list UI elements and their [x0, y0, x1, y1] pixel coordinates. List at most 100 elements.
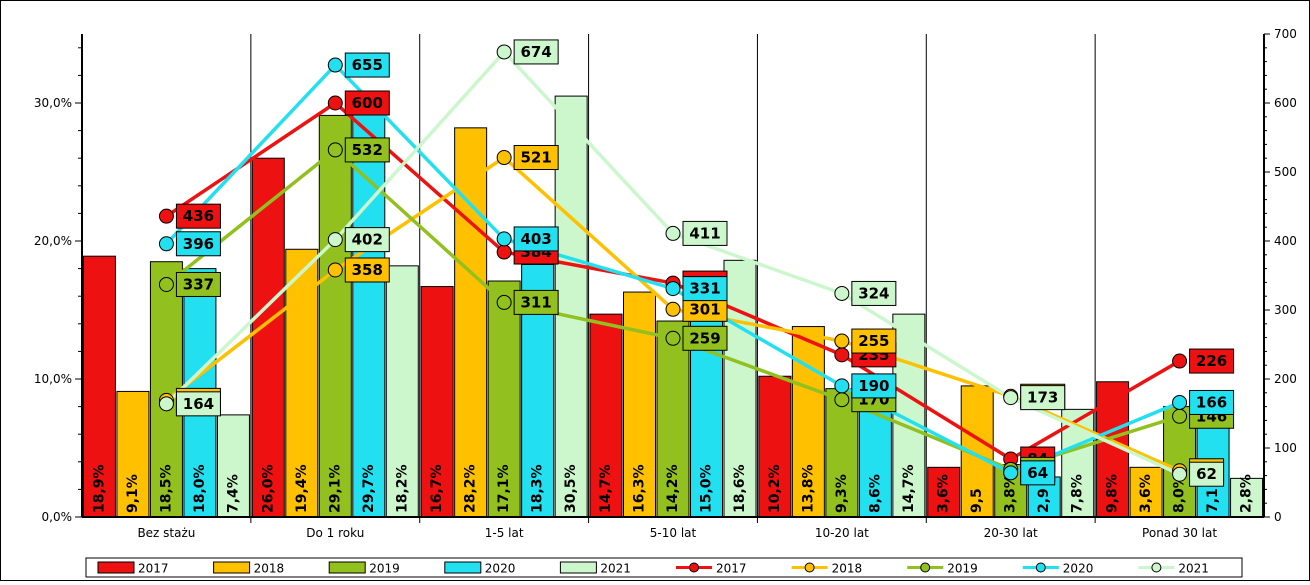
line-value-label: 337	[183, 275, 214, 293]
y-left-tick-label: 10,0%	[34, 372, 72, 386]
line-value-label: 436	[183, 207, 214, 225]
y-right-tick-label: 200	[1274, 372, 1297, 386]
line-value-label: 301	[689, 300, 720, 318]
line-value-box	[344, 137, 390, 163]
bar-2019	[318, 114, 352, 518]
y-right-tick-label: 0	[1274, 510, 1282, 524]
bar-2021	[1230, 477, 1264, 518]
point-2021	[158, 396, 174, 412]
line-value-label: 190	[858, 377, 889, 395]
line-value-box	[513, 226, 559, 252]
legend-swatch-bar	[559, 561, 597, 574]
bar-value-label: 18,5%	[158, 464, 174, 513]
bar-value-label: 18,2%	[394, 464, 410, 513]
line-value-label: 255	[858, 332, 889, 350]
point-2019	[665, 330, 681, 346]
bar-value-label: 16,7%	[429, 464, 445, 513]
line-value-box	[1189, 348, 1235, 374]
point-2017	[327, 95, 343, 111]
line-value-box	[682, 325, 728, 351]
bar-value-label: 7,1	[1205, 488, 1221, 513]
point-2020	[327, 57, 343, 73]
bar-value-label: 3,6%	[936, 474, 952, 513]
line-value-label: 164	[183, 395, 214, 413]
legend-label: 2021	[600, 562, 631, 576]
line-value-box	[1189, 461, 1225, 487]
bar-value-label: 9,3%	[834, 474, 850, 513]
line-value-label: 532	[352, 141, 383, 159]
bar-2017	[82, 255, 116, 518]
bar-2021	[554, 95, 588, 518]
y-right-tick-label: 500	[1274, 165, 1297, 179]
bar-value-label: 29,7%	[361, 464, 377, 513]
line-value-label: 64	[1027, 464, 1048, 482]
y-right-tick-label: 600	[1274, 96, 1297, 110]
legend-swatch-marker	[920, 562, 931, 573]
point-2020	[496, 231, 512, 247]
bar-value-label: 18,6%	[732, 464, 748, 513]
point-2020	[834, 378, 850, 394]
line-value-box	[344, 227, 390, 253]
bar-value-label: 7,8%	[1070, 474, 1086, 513]
line-value-label: 259	[689, 329, 720, 347]
bar-value-label: 7,4%	[225, 474, 241, 513]
bar-value-label: 14,2%	[665, 464, 681, 513]
bar-value-label: 14,7%	[598, 464, 614, 513]
y-left-tick-label: 30,0%	[34, 96, 72, 110]
legend-label: 2020	[485, 562, 516, 576]
point-2020	[158, 236, 174, 252]
x-tick-label: 1-5 lat	[485, 526, 524, 540]
point-2019	[1172, 408, 1188, 424]
line-value-box	[1020, 385, 1066, 411]
line-value-box	[175, 391, 221, 417]
bar-2019	[656, 320, 690, 518]
line-value-box	[513, 39, 559, 65]
line-value-label: 173	[1027, 389, 1058, 407]
bar-value-label: 19,4%	[294, 464, 310, 513]
point-2019	[327, 142, 343, 158]
legend-swatch-bar	[444, 561, 482, 574]
line-value-box	[682, 296, 728, 322]
bar-2021	[385, 265, 419, 518]
legend	[85, 557, 1243, 578]
legend-label: 2017	[716, 562, 747, 576]
line-value-label: 411	[689, 224, 720, 242]
line-value-label: 324	[858, 284, 889, 302]
bar-value-label: 18,9%	[91, 464, 107, 513]
point-2017	[158, 208, 174, 224]
bar-value-label: 8,6%	[867, 474, 883, 513]
point-2019	[496, 294, 512, 310]
point-2021	[1172, 466, 1188, 482]
point-2019	[834, 392, 850, 408]
bar-2018	[791, 326, 825, 518]
bar-value-label: 13,8%	[800, 464, 816, 513]
bar-value-label: 3,6%	[1138, 474, 1154, 513]
y-left-tick-label: 0,0%	[42, 510, 73, 524]
bar-value-label: 10,2%	[767, 464, 783, 513]
legend-swatch-marker	[689, 562, 699, 573]
bar-2019	[487, 280, 521, 518]
point-2018	[665, 301, 681, 317]
line-value-label: 403	[520, 230, 551, 248]
bar-2018	[1129, 466, 1163, 518]
bar-2020	[352, 106, 386, 518]
line-value-label: 311	[520, 293, 551, 311]
bar-value-label: 16,3%	[632, 464, 648, 513]
line-value-label: 166	[1196, 393, 1227, 411]
point-2021	[327, 232, 343, 248]
line-value-box	[344, 257, 390, 283]
line-value-label: 396	[183, 235, 214, 253]
bar-value-label: 30,5%	[563, 464, 579, 513]
bar-value-label: 17,1%	[496, 464, 512, 513]
line-value-box	[175, 271, 221, 297]
line-value-label: 358	[352, 261, 383, 279]
point-2018	[496, 150, 512, 166]
bar-value-label: 18,0%	[192, 464, 208, 513]
line-value-box	[851, 373, 897, 399]
legend-label: 2019	[947, 562, 978, 576]
line-value-label: 331	[689, 280, 720, 298]
bar-value-label: 8,0%	[1172, 474, 1188, 513]
line-value-box	[851, 328, 897, 354]
legend-label: 2018	[832, 562, 863, 576]
